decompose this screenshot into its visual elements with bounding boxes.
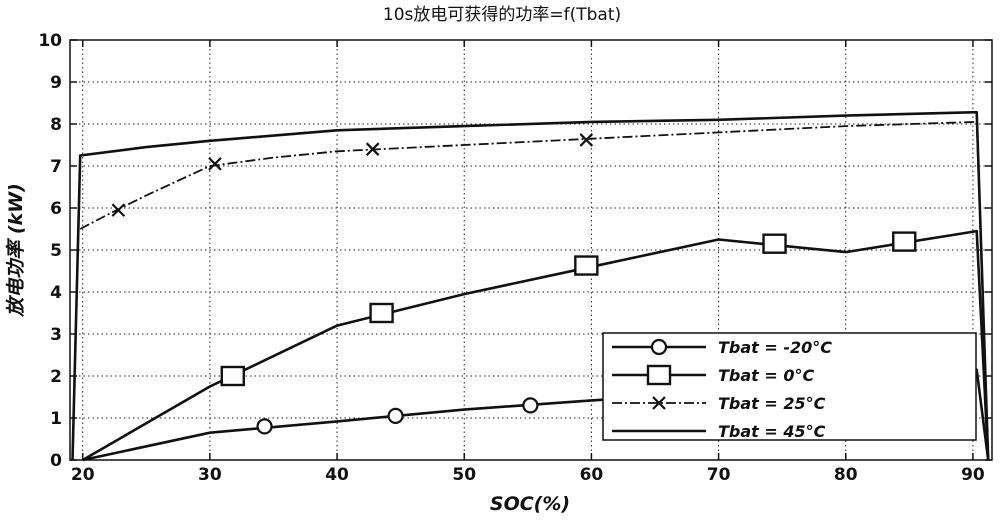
y-tick-label: 8 bbox=[50, 115, 62, 135]
legend-marker bbox=[646, 364, 672, 386]
y-axis-label: 放电功率 (kW) bbox=[5, 183, 27, 318]
x-tick-label: 40 bbox=[325, 465, 349, 485]
x-tick-label: 90 bbox=[961, 465, 985, 485]
x-marker-stroke bbox=[365, 142, 380, 156]
legend-item: Tbat = 45°C bbox=[612, 422, 826, 441]
series-marker bbox=[369, 302, 394, 324]
series-marker bbox=[387, 407, 404, 424]
x-marker-stroke bbox=[652, 396, 666, 410]
y-tick-label: 9 bbox=[50, 73, 62, 93]
legend-label: Tbat = -20°C bbox=[718, 338, 832, 357]
legend-label: Tbat = 0°C bbox=[718, 366, 814, 385]
y-axis-ticks: 0 1 2 3 4 5 6 7 8 9 10 bbox=[38, 31, 992, 471]
y-tick-label: 6 bbox=[50, 199, 62, 219]
y-tick-label: 10 bbox=[38, 31, 62, 51]
series-marker bbox=[208, 157, 222, 171]
series-marker bbox=[111, 203, 126, 217]
legend-label: Tbat = 25°C bbox=[718, 394, 826, 413]
legend-item: Tbat = 0°C bbox=[612, 364, 814, 386]
y-tick-label: 3 bbox=[50, 325, 62, 345]
y-tick-label: 7 bbox=[50, 157, 62, 177]
y-tick-label: 5 bbox=[50, 241, 62, 261]
series-marker bbox=[256, 418, 273, 435]
legend-marker bbox=[652, 396, 666, 410]
series-marker bbox=[762, 233, 787, 254]
x-tick-label: 60 bbox=[580, 465, 604, 485]
x-tick-label: 70 bbox=[707, 465, 731, 485]
y-tick-label: 0 bbox=[50, 451, 62, 471]
x-marker-stroke bbox=[111, 203, 126, 217]
chart-title: 10s放电可获得的功率=f(Tbat) bbox=[383, 5, 621, 25]
series-layer bbox=[71, 110, 990, 462]
series-x bbox=[79, 121, 990, 461]
y-tick-label: 4 bbox=[50, 283, 62, 303]
series-marker bbox=[522, 397, 539, 414]
series-marker bbox=[892, 231, 917, 252]
series-marker bbox=[365, 142, 380, 156]
series-marker bbox=[579, 133, 594, 147]
x-marker-stroke bbox=[579, 133, 594, 147]
x-marker-stroke bbox=[208, 157, 222, 171]
y-tick-label: 1 bbox=[50, 409, 62, 429]
series-line bbox=[71, 110, 990, 461]
x-axis-label: SOC(%) bbox=[490, 493, 570, 515]
x-tick-label: 30 bbox=[198, 465, 222, 485]
legend-item: Tbat = -20°C bbox=[612, 338, 832, 357]
x-tick-label: 80 bbox=[834, 465, 858, 485]
series-marker bbox=[220, 365, 245, 387]
series-marker bbox=[574, 255, 599, 276]
legend-label: Tbat = 45°C bbox=[718, 422, 826, 441]
series-line bbox=[79, 121, 990, 461]
legend-marker bbox=[650, 338, 668, 356]
x-tick-label: 20 bbox=[71, 465, 95, 485]
y-tick-label: 2 bbox=[50, 367, 62, 387]
series-square bbox=[82, 229, 990, 462]
x-tick-label: 50 bbox=[452, 465, 476, 485]
x-axis-ticks: 20 30 40 50 60 70 80 90 bbox=[71, 40, 985, 485]
legend: Tbat = -20°C Tbat = 0°C Tbat = 25°C Tbat = … bbox=[602, 332, 977, 441]
series-none bbox=[71, 110, 990, 461]
legend-item: Tbat = 25°C bbox=[612, 394, 826, 413]
